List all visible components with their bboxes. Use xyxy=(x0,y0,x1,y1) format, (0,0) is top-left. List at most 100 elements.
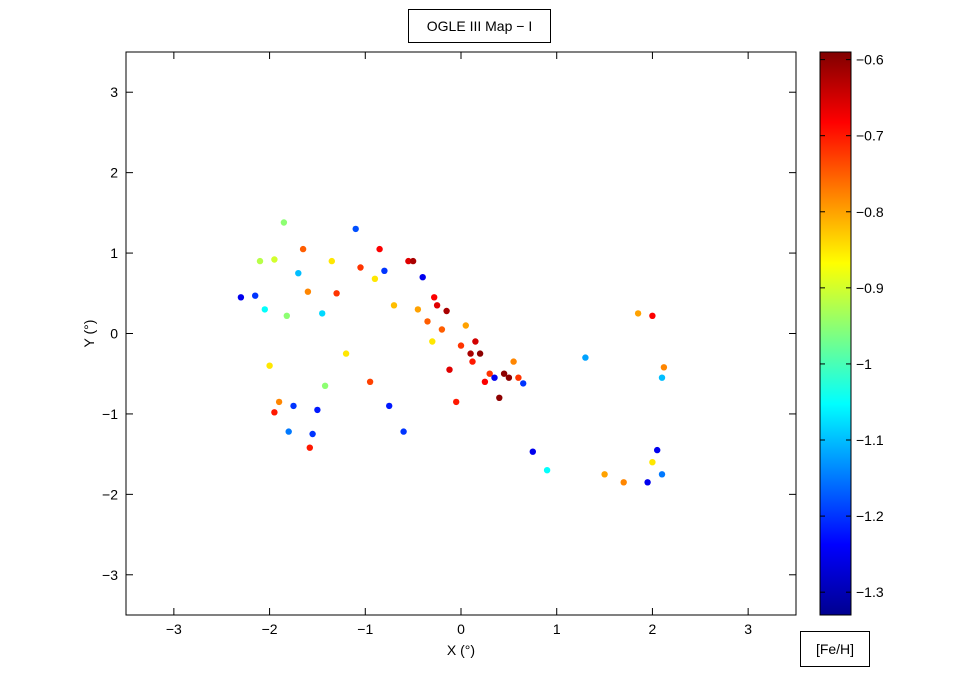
scatter-point xyxy=(443,307,450,315)
x-tick-label: −2 xyxy=(262,621,278,637)
scatter-point xyxy=(256,257,264,265)
scatter-point xyxy=(644,479,651,486)
scatter-point xyxy=(371,275,379,282)
scatter-point xyxy=(510,358,517,365)
scatter-point xyxy=(424,318,431,325)
scatter-point xyxy=(271,409,278,416)
scatter-point xyxy=(304,288,312,295)
x-tick-label: −3 xyxy=(166,621,182,637)
scatter-point xyxy=(520,380,527,387)
scatter-point xyxy=(409,257,417,265)
scatter-point xyxy=(491,374,498,381)
scatter-point xyxy=(543,467,551,474)
scatter-point xyxy=(290,402,297,410)
colorbar-label: [Fe/H] xyxy=(800,631,870,667)
scatter-point xyxy=(453,398,460,406)
scatter-point xyxy=(252,292,259,299)
scatter-point xyxy=(266,362,273,369)
scatter-point xyxy=(283,312,290,319)
axes: −3 −2 −1 0 1 2 3 −3 −2 −1 0 1 2 3 X (°) Y (°) xyxy=(81,51,797,658)
colorbar-tick-label: −1.1 xyxy=(856,432,884,448)
scatter-point xyxy=(280,219,288,226)
colorbar-gradient xyxy=(819,51,852,616)
scatter-point xyxy=(237,294,245,301)
x-tick-label: 1 xyxy=(553,621,561,637)
scatter-point xyxy=(321,382,329,389)
colorbar-tick-label: −0.9 xyxy=(856,280,884,296)
colorbar-tick-label: −0.7 xyxy=(856,128,884,144)
y-tick-label: 1 xyxy=(110,245,118,261)
scatter-point xyxy=(634,310,642,317)
y-tick-label: −3 xyxy=(102,567,118,583)
scatter-point xyxy=(660,364,668,371)
scatter-point xyxy=(357,264,364,271)
scatter-point xyxy=(419,274,426,281)
x-tick-label: 3 xyxy=(744,621,752,637)
scatter-point xyxy=(431,294,438,301)
colorbar-tick-label: −1 xyxy=(856,356,872,372)
scatter-point xyxy=(390,302,398,309)
y-axis-label: Y (°) xyxy=(81,320,97,348)
y-tick-label: 3 xyxy=(110,84,118,100)
scatter-points xyxy=(237,219,668,486)
scatter-point xyxy=(285,428,292,435)
scatter-point xyxy=(505,374,513,381)
scatter-point xyxy=(467,350,474,357)
scatter-point xyxy=(462,322,469,329)
scatter-point xyxy=(414,306,422,313)
scatter-point xyxy=(275,398,283,406)
scatter-point xyxy=(481,378,489,385)
scatter-point xyxy=(333,290,340,297)
y-tick-label: −2 xyxy=(102,486,118,502)
scatter-point xyxy=(500,370,508,377)
colorbar: −1.3 −1.2 −1.1 −1 −0.9 −0.8 −0.7 −0.6 xyxy=(819,51,884,616)
scatter-point xyxy=(429,338,436,345)
plot-background xyxy=(126,52,796,615)
scatter-point xyxy=(601,471,608,478)
scatter-point xyxy=(376,245,383,253)
scatter-point xyxy=(529,448,536,455)
scatter-point xyxy=(658,471,666,478)
scatter-point xyxy=(515,374,522,381)
scatter-point xyxy=(476,350,484,357)
scatter-point xyxy=(438,326,446,333)
scatter-point xyxy=(271,256,278,263)
scatter-point xyxy=(400,428,407,435)
scatter-point xyxy=(486,370,493,377)
scatter-point xyxy=(386,402,393,410)
scatter-point xyxy=(309,430,316,438)
scatter-point xyxy=(472,338,479,345)
colorbar-tick-label: −1.3 xyxy=(856,584,884,600)
scatter-point xyxy=(433,302,441,309)
scatter-point xyxy=(261,306,268,313)
scatter-point xyxy=(352,225,359,233)
scatter-point xyxy=(582,354,589,361)
y-tick-label: 2 xyxy=(110,165,118,181)
x-tick-label: 0 xyxy=(457,621,465,637)
scatter-point xyxy=(342,350,350,357)
scatter-point xyxy=(405,257,412,265)
scatter-point xyxy=(306,444,313,451)
scatter-point xyxy=(366,378,374,385)
colorbar-tick-label: −0.8 xyxy=(856,204,884,220)
scatter-point xyxy=(654,446,661,454)
scatter-point xyxy=(299,245,307,253)
x-tick-label: 2 xyxy=(649,621,657,637)
scatter-point xyxy=(649,312,656,319)
scatter-point xyxy=(457,342,465,349)
scatter-point xyxy=(314,406,321,414)
scatter-point xyxy=(446,366,453,373)
colorbar-label-text: [Fe/H] xyxy=(815,641,855,657)
scatter-point xyxy=(469,358,476,365)
scatter-point xyxy=(295,270,302,277)
colorbar-tick-label: −1.2 xyxy=(856,508,884,524)
x-tick-label: −1 xyxy=(357,621,373,637)
scatter-point xyxy=(328,257,335,265)
scatter-point xyxy=(620,479,627,486)
scatter-point xyxy=(319,310,326,317)
scatter-point xyxy=(649,459,656,466)
chart-title: OGLE III Map − I xyxy=(408,9,551,43)
scatter-point xyxy=(658,374,666,381)
y-tick-label: −1 xyxy=(102,406,118,422)
